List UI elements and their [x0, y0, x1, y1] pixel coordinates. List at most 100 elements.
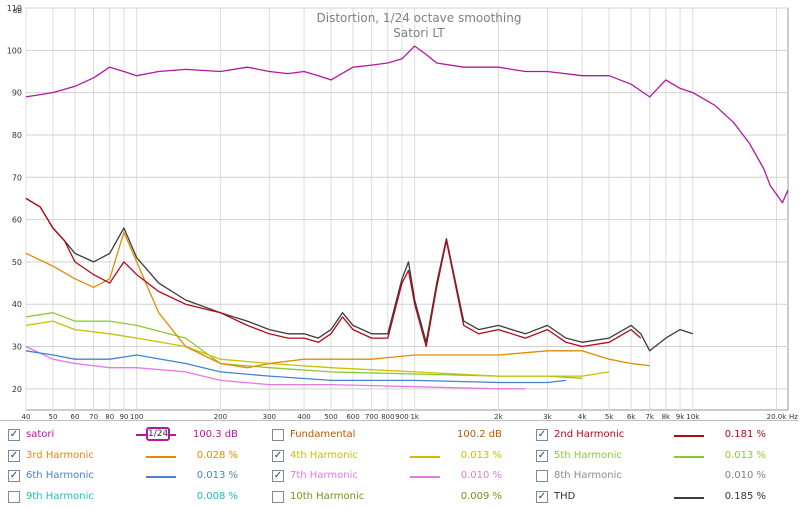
legend-checkbox-2nd-harmonic[interactable]: ✓	[536, 429, 548, 441]
series-line-7th-harmonic	[25, 345, 526, 390]
legend-swatch	[674, 497, 704, 499]
legend-swatch	[674, 456, 704, 458]
x-tick-label: 10k	[686, 413, 700, 420]
series-line-satori	[25, 45, 789, 204]
legend-label: THD	[554, 491, 576, 502]
smoothing-button[interactable]: 1/24	[146, 427, 170, 441]
x-tick-label: 90	[119, 413, 128, 420]
legend-value: 100.2 dB	[456, 429, 502, 440]
legend-checkbox-7th-harmonic[interactable]: ✓	[272, 470, 284, 482]
legend-checkbox-satori[interactable]: ✓	[8, 429, 20, 441]
x-tick-label: 4k	[578, 413, 587, 420]
legend-value: 0.010 %	[460, 470, 502, 481]
legend-checkbox-thd[interactable]: ✓	[536, 491, 548, 503]
y-tick-label: 110	[7, 4, 22, 13]
legend-value: 0.013 %	[196, 470, 238, 481]
x-tick-label: 1k	[410, 413, 419, 420]
legend-label: 2nd Harmonic	[554, 429, 625, 440]
legend-swatch	[674, 435, 704, 437]
legend-value: 0.028 %	[196, 450, 238, 461]
legend-item-5th-harmonic: ✓ 5th Harmonic 0.013 %	[536, 447, 792, 467]
legend-item-satori: ✓ satori 100.3 dB	[8, 426, 264, 446]
legend-checkbox-5th-harmonic[interactable]: ✓	[536, 450, 548, 462]
x-tick-label: 700	[365, 413, 378, 420]
x-tick-label: 400	[297, 413, 310, 420]
y-tick-label: 30	[12, 343, 22, 352]
x-tick-label: 900	[395, 413, 408, 420]
legend-item-8th-harmonic: 8th Harmonic 0.010 %	[536, 467, 792, 487]
plot-area	[25, 7, 789, 411]
legend-checkbox-10th-harmonic[interactable]	[272, 491, 284, 503]
legend-swatch	[146, 476, 176, 478]
y-tick-label: 60	[12, 216, 22, 225]
legend-swatch	[410, 476, 440, 478]
legend-item-7th-harmonic: ✓ 7th Harmonic 0.010 %	[272, 467, 528, 487]
y-tick-label: 40	[12, 300, 22, 309]
legend-item-10th-harmonic: 10th Harmonic 0.009 %	[272, 488, 528, 508]
legend-item-2nd-harmonic: ✓ 2nd Harmonic 0.181 %	[536, 426, 792, 446]
y-tick-label: 90	[12, 89, 22, 98]
legend-checkbox-3rd-harmonic[interactable]: ✓	[8, 450, 20, 462]
x-tick-label: 60	[71, 413, 80, 420]
legend-swatch	[410, 456, 440, 458]
x-unit-label: Hz	[789, 413, 798, 420]
legend-label: 8th Harmonic	[554, 470, 622, 481]
legend-value: 0.009 %	[460, 491, 502, 502]
y-unit-label: dB	[13, 7, 22, 15]
series-line-4th-harmonic	[25, 320, 610, 377]
distortion-chart: 20 30 40 50 60 70 80 90 100 110 dB 40 50 60 70 80 90 100 2…	[7, 4, 799, 420]
x-tick-label: 7k	[645, 413, 654, 420]
legend-value: 0.181 %	[724, 429, 766, 440]
x-tick-label: 200	[214, 413, 227, 420]
legend-item-thd: ✓ THD 0.185 %	[536, 488, 792, 508]
legend-label: 5th Harmonic	[554, 450, 622, 461]
legend-panel: ✓ satori 100.3 dB Fundamental 100.2 dB ✓ 2nd H…	[0, 420, 798, 509]
legend-label: satori	[26, 429, 55, 440]
x-tick-label: 3k	[543, 413, 552, 420]
legend-item-9th-harmonic: 9th Harmonic 0.008 %	[8, 488, 264, 508]
x-tick-label: 40	[22, 413, 31, 420]
x-tick-label: 100	[130, 413, 143, 420]
legend-label: 4th Harmonic	[290, 450, 358, 461]
x-tick-label: 2k	[494, 413, 503, 420]
chart-title: Distortion, 1/24 octave smoothing	[317, 11, 522, 25]
x-tick-label: 500	[324, 413, 337, 420]
x-tick-label: 8k	[662, 413, 671, 420]
legend-label: 3rd Harmonic	[26, 450, 94, 461]
legend-value: 0.013 %	[724, 450, 766, 461]
x-tick-label: 600	[346, 413, 359, 420]
x-tick-label: 6k	[627, 413, 636, 420]
legend-checkbox-8th-harmonic[interactable]	[536, 470, 548, 482]
legend-checkbox-6th-harmonic[interactable]: ✓	[8, 470, 20, 482]
chart-subtitle: Satori LT	[393, 26, 445, 40]
series-line-2nd-harmonic	[25, 197, 642, 348]
x-tick-label: 20.0k	[767, 413, 788, 420]
y-tick-label: 100	[7, 46, 22, 55]
legend-item-4th-harmonic: ✓ 4th Harmonic 0.013 %	[272, 447, 528, 467]
y-tick-label: 50	[12, 258, 22, 267]
legend-item-6th-harmonic: ✓ 6th Harmonic 0.013 %	[8, 467, 264, 487]
legend-label: 9th Harmonic	[26, 491, 94, 502]
legend-value: 0.010 %	[724, 470, 766, 481]
x-tick-label: 800	[381, 413, 394, 420]
legend-value: 100.3 dB	[192, 429, 238, 440]
legend-checkbox-fundamental[interactable]	[272, 429, 284, 441]
legend-value: 0.008 %	[196, 491, 238, 502]
x-tick-label: 9k	[676, 413, 685, 420]
series-line-6th-harmonic	[25, 350, 567, 384]
legend-checkbox-9th-harmonic[interactable]	[8, 491, 20, 503]
series-line-3rd-harmonic	[25, 231, 650, 369]
legend-label: 7th Harmonic	[290, 470, 358, 481]
legend-swatch	[146, 456, 176, 458]
y-tick-label: 20	[12, 385, 22, 394]
legend-item-3rd-harmonic: ✓ 3rd Harmonic 0.028 %	[8, 447, 264, 467]
series-line-thd	[25, 197, 694, 352]
grid-lines	[25, 7, 788, 410]
legend-item-fundamental: Fundamental 100.2 dB	[272, 426, 528, 446]
x-tick-label: 300	[263, 413, 276, 420]
x-tick-label: 5k	[605, 413, 614, 420]
legend-label: 10th Harmonic	[290, 491, 365, 502]
legend-checkbox-4th-harmonic[interactable]: ✓	[272, 450, 284, 462]
y-tick-label: 70	[12, 173, 22, 182]
